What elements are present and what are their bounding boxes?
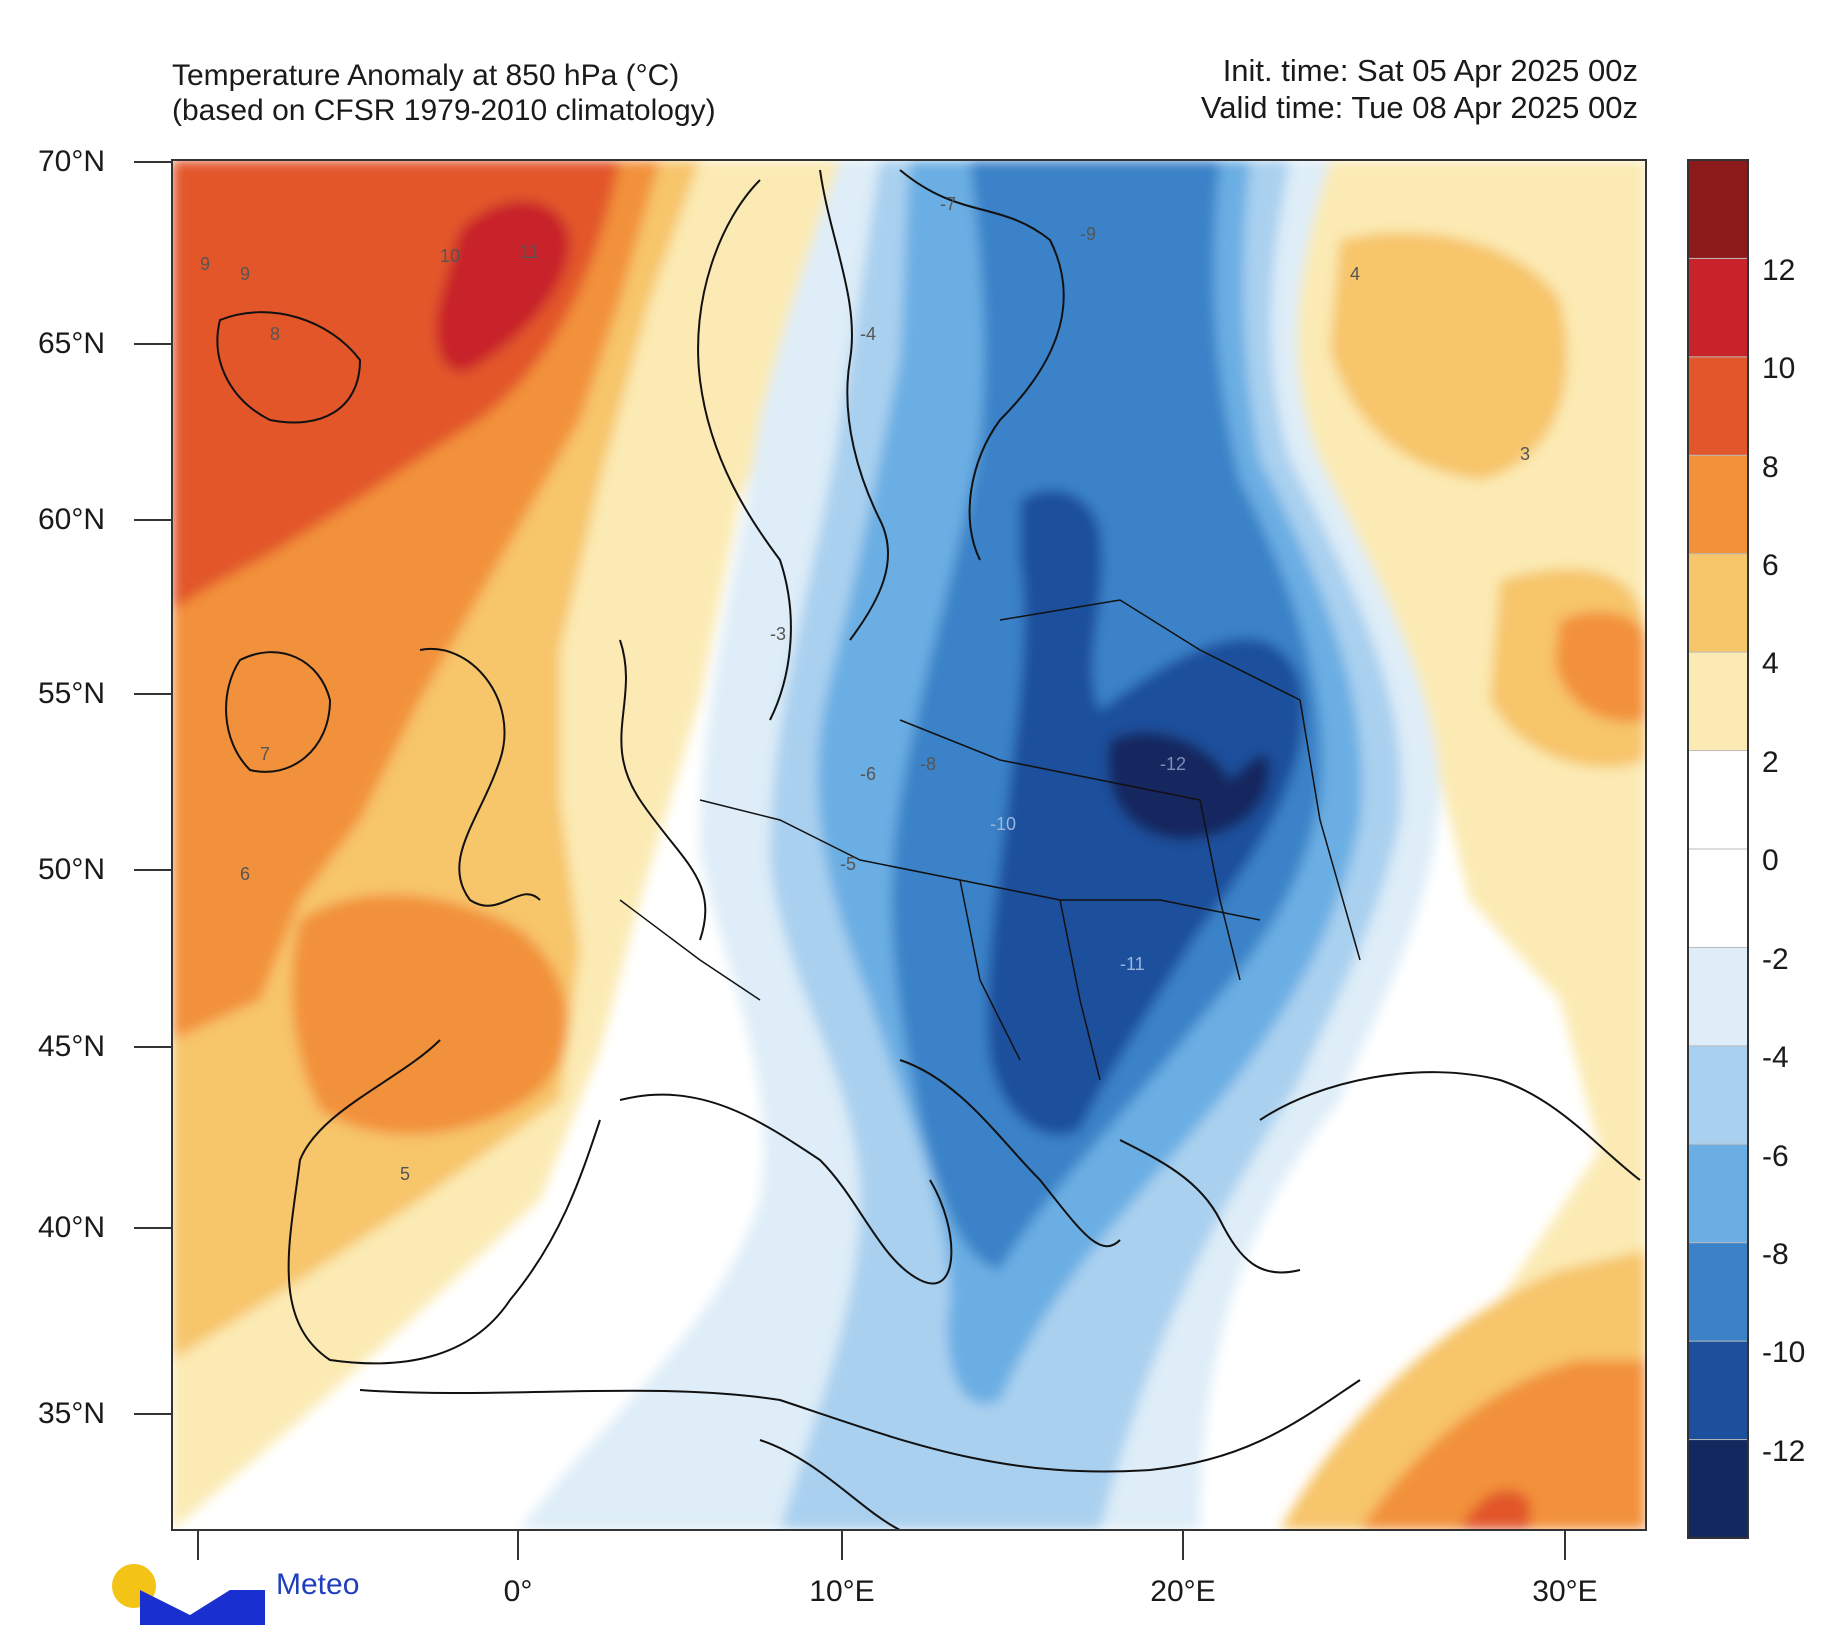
colorbar-label: -10 [1762,1336,1806,1369]
colorbar-label: -8 [1762,1238,1789,1271]
field-label: 5 [400,1164,410,1184]
field-label: -3 [770,624,786,644]
anomaly-field [172,160,1646,1530]
warm-south-east-6 [1360,1360,1646,1530]
colorbar-segment [1687,1045,1749,1146]
colorbar-segment [1687,356,1749,457]
field-label: 8 [270,324,280,344]
colorbar-label: 2 [1762,746,1779,779]
cold-region-12 [1108,732,1270,840]
valid-time: Valid time: Tue 08 Apr 2025 00z [1200,90,1638,125]
field-label: -9 [1080,224,1096,244]
field-label: -8 [920,754,936,774]
colorbar-label: -4 [1762,1041,1789,1074]
field-value-labels: 9 9 10 11 8 7 6 5 4 3 -3 -4 -5 -6 -7 -8 … [200,194,1530,1184]
warm-region-east-2 [1260,160,1646,1530]
logo-text: Meteo [276,1568,360,1601]
warm-france-6 [291,894,568,1135]
colorbar-segment [1687,1143,1749,1244]
colorbar-label: 10 [1762,352,1796,385]
lat-ticks [134,161,172,1415]
field-label: -5 [840,854,856,874]
colorbar-segment [1687,946,1749,1047]
field-label: -4 [860,324,876,344]
colorbar-segment [1687,750,1749,850]
field-label: -7 [940,194,956,214]
field-label: -6 [860,764,876,784]
colorbar-label: -12 [1762,1435,1806,1468]
warm-region-west-10 [436,201,570,372]
field-label: 4 [1350,264,1360,284]
field-label: 10 [440,246,460,266]
warm-russia-4 [1330,232,1568,480]
lon-label-30e: 30°E [1532,1575,1598,1608]
colorbar-segment [1687,1439,1749,1539]
map-frame [171,159,1647,1531]
country-borders [619,599,1361,1081]
init-time: Init. time: Sat 05 Apr 2025 00z [1222,53,1638,88]
coastlines [216,169,1641,1530]
lat-label-50: 50°N [38,853,106,886]
colorbar-frame [1687,159,1749,1539]
colorbar-label: 12 [1762,254,1796,287]
colorbar-segment [1687,651,1749,752]
colorbar-label: 8 [1762,451,1779,484]
meteo-logo-icon [112,1564,265,1625]
colorbar-segment [1687,1242,1749,1343]
colorbar [1687,159,1749,1539]
lon-ticks [197,1530,1566,1560]
colorbar-segment [1687,257,1749,358]
field-label: 11 [520,242,539,262]
field-label: 9 [200,254,210,274]
colorbar-label: 0 [1762,844,1779,877]
field-label: -12 [1160,754,1186,774]
colorbar-segment [1687,454,1749,555]
lon-label-10e: 10°E [809,1575,875,1608]
time-info: Init. time: Sat 05 Apr 2025 00z Valid ti… [1201,52,1638,126]
colorbar-label: 4 [1762,647,1779,680]
field-label: 7 [260,744,270,764]
colorbar-segment [1687,553,1749,654]
lat-label-35: 35°N [38,1397,106,1430]
title-line-1: Temperature Anomaly at 850 hPa (°C) [172,59,680,92]
colorbar-segment [1687,848,1749,949]
field-label: -11 [1120,954,1145,974]
lat-label-55: 55°N [38,677,106,710]
lon-label-0: 0° [503,1575,533,1608]
colorbar-label: -2 [1762,943,1789,976]
field-label: -10 [990,814,1016,834]
colorbar-label: -6 [1762,1140,1789,1173]
lat-label-40: 40°N [38,1211,106,1244]
lon-label-20e: 20°E [1150,1575,1216,1608]
field-label: 9 [240,264,250,284]
warm-south-east-8 [1460,1490,1530,1530]
warm-region-east-6 [1555,611,1646,722]
lat-label-60: 60°N [38,503,106,536]
field-label: 3 [1520,444,1530,464]
colorbar-segment [1687,159,1749,260]
title-line-2: (based on CFSR 1979-2010 climatology) [172,94,716,127]
lat-label-70: 70°N [38,145,106,178]
lat-label-65: 65°N [38,327,106,360]
chart-title: Temperature Anomaly at 850 hPa (°C) (bas… [172,58,716,128]
colorbar-label: 6 [1762,549,1779,582]
field-label: 6 [240,864,250,884]
colorbar-segment [1687,1340,1749,1441]
lat-label-45: 45°N [38,1030,106,1063]
